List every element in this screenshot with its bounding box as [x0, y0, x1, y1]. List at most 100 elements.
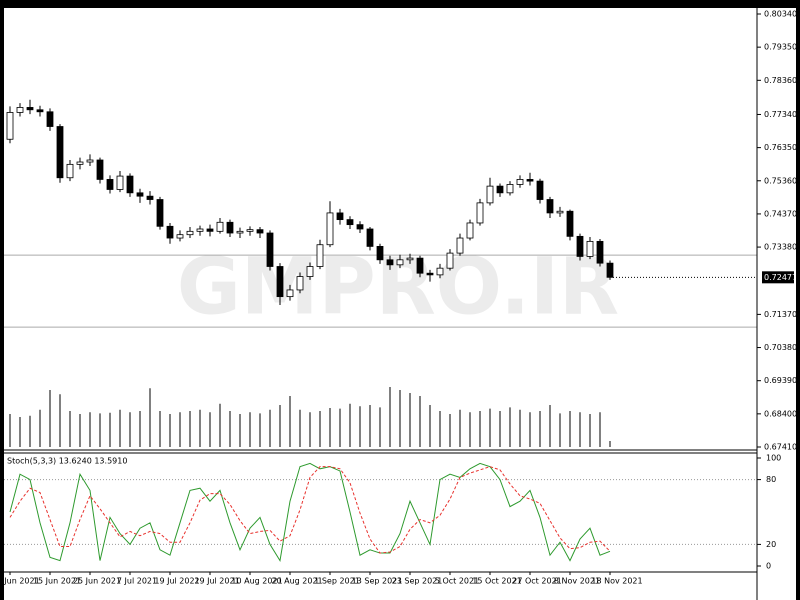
- candle-body: [576, 235, 584, 257]
- x-tick-label: 25 Jun 2021: [73, 577, 121, 586]
- candle-body: [76, 161, 84, 165]
- candle-body: [396, 259, 404, 266]
- frame: [796, 0, 800, 600]
- candle-body: [236, 230, 244, 234]
- frame: [0, 0, 4, 600]
- x-tick-label: 29 Jul 2021: [194, 577, 239, 586]
- y-tick-label: 0.68400: [764, 409, 797, 418]
- candle-body: [246, 229, 254, 232]
- x-tick-label: 15 Jun 2021: [33, 577, 81, 586]
- last-price-box: [762, 271, 794, 284]
- candle-body: [506, 184, 514, 194]
- candle-body: [366, 228, 374, 247]
- candle-body: [216, 221, 224, 232]
- x-tick-label: 23 Sep 2021: [392, 577, 443, 586]
- indicator-label: Stoch(5,3,3) 13.6240 13.5910: [7, 457, 127, 466]
- y-tick-label: 80: [766, 475, 776, 484]
- candle-body: [426, 272, 434, 276]
- y-tick-label: 0.74370: [764, 209, 797, 218]
- x-tick-label: 27 Oct 2021: [512, 577, 561, 586]
- candle-body: [416, 257, 424, 274]
- candle-body: [556, 210, 564, 214]
- candle-body: [46, 111, 54, 127]
- candle-body: [66, 163, 74, 179]
- candle-body: [376, 246, 384, 261]
- candle-body: [596, 240, 604, 264]
- candle-body: [326, 212, 334, 246]
- y-tick-label: 0.70380: [764, 343, 797, 352]
- candle-body: [606, 262, 614, 278]
- y-tick-label: 0.79350: [764, 43, 797, 52]
- candle-body: [406, 257, 414, 261]
- candle-body: [26, 107, 34, 111]
- candle-body: [206, 228, 214, 232]
- candle-body: [86, 159, 94, 163]
- candle-body: [496, 185, 504, 194]
- candle-body: [136, 192, 144, 197]
- candle-body: [566, 210, 574, 237]
- candle-body: [126, 175, 134, 194]
- candle-body: [196, 228, 204, 232]
- stoch-line: [9, 462, 611, 562]
- y-tick-label: 0.78360: [764, 76, 797, 85]
- candle-body: [306, 266, 314, 277]
- candle-body: [436, 267, 444, 276]
- x-tick-label: Jun 2021: [3, 577, 39, 586]
- y-tick-label: 0.71370: [764, 310, 797, 319]
- candle-body: [336, 212, 344, 221]
- y-tick-label: 0.69390: [764, 376, 797, 385]
- y-tick-label: 0.76350: [764, 143, 797, 152]
- candle-body: [446, 252, 454, 269]
- watermark: GMPRO.IR: [177, 242, 619, 332]
- x-tick-label: 1 Sep 2021: [314, 577, 360, 586]
- candle-body: [516, 179, 524, 185]
- candle-body: [256, 229, 264, 234]
- candle-body: [276, 266, 284, 298]
- y-tick-label: 20: [766, 540, 776, 549]
- frame: [0, 0, 800, 8]
- y-tick-label: 0.75360: [764, 176, 797, 185]
- candle-body: [116, 175, 124, 190]
- x-tick-label: 19 Jul 2021: [154, 577, 199, 586]
- candle-body: [96, 159, 104, 180]
- candle-body: [296, 276, 304, 291]
- candle-body: [316, 244, 324, 267]
- candle-body: [176, 234, 184, 239]
- x-tick-label: 5 Oct 2021: [435, 577, 479, 586]
- x-tick-label: 13 Sep 2021: [352, 577, 403, 586]
- x-tick-label: 10 Aug 2021: [231, 577, 282, 586]
- y-tick-label: 0: [766, 562, 771, 571]
- candle-body: [356, 224, 364, 230]
- candle-body: [166, 225, 174, 239]
- candle-body: [546, 199, 554, 214]
- y-tick-label: 100: [766, 454, 781, 463]
- x-tick-label: 7 Jul 2021: [117, 577, 157, 586]
- y-tick-label: 0.77340: [764, 110, 797, 119]
- candle-body: [156, 199, 164, 227]
- candle-body: [486, 185, 494, 204]
- candle-body: [56, 126, 64, 179]
- candle-body: [586, 240, 594, 257]
- candle-body: [386, 259, 394, 266]
- last-price-label: 0.72477: [764, 273, 797, 282]
- candle-body: [286, 289, 294, 298]
- candle-body: [526, 179, 534, 182]
- candle-body: [466, 222, 474, 239]
- stoch-line: [9, 466, 611, 554]
- candle-body: [476, 202, 484, 224]
- candle-body: [266, 232, 274, 267]
- y-tick-label: 0.73380: [764, 243, 797, 252]
- candle-body: [16, 107, 24, 113]
- candle-body: [536, 180, 544, 200]
- x-tick-label: 20 Aug 2021: [271, 577, 322, 586]
- candle-body: [186, 230, 194, 236]
- y-tick-label: 0.67410: [764, 443, 797, 452]
- candle-body: [226, 221, 234, 234]
- candle-body: [106, 179, 114, 190]
- x-tick-label: 8 Nov 2021: [554, 577, 600, 586]
- x-tick-label: 15 Oct 2021: [472, 577, 521, 586]
- y-tick-label: 0.80340: [764, 10, 797, 19]
